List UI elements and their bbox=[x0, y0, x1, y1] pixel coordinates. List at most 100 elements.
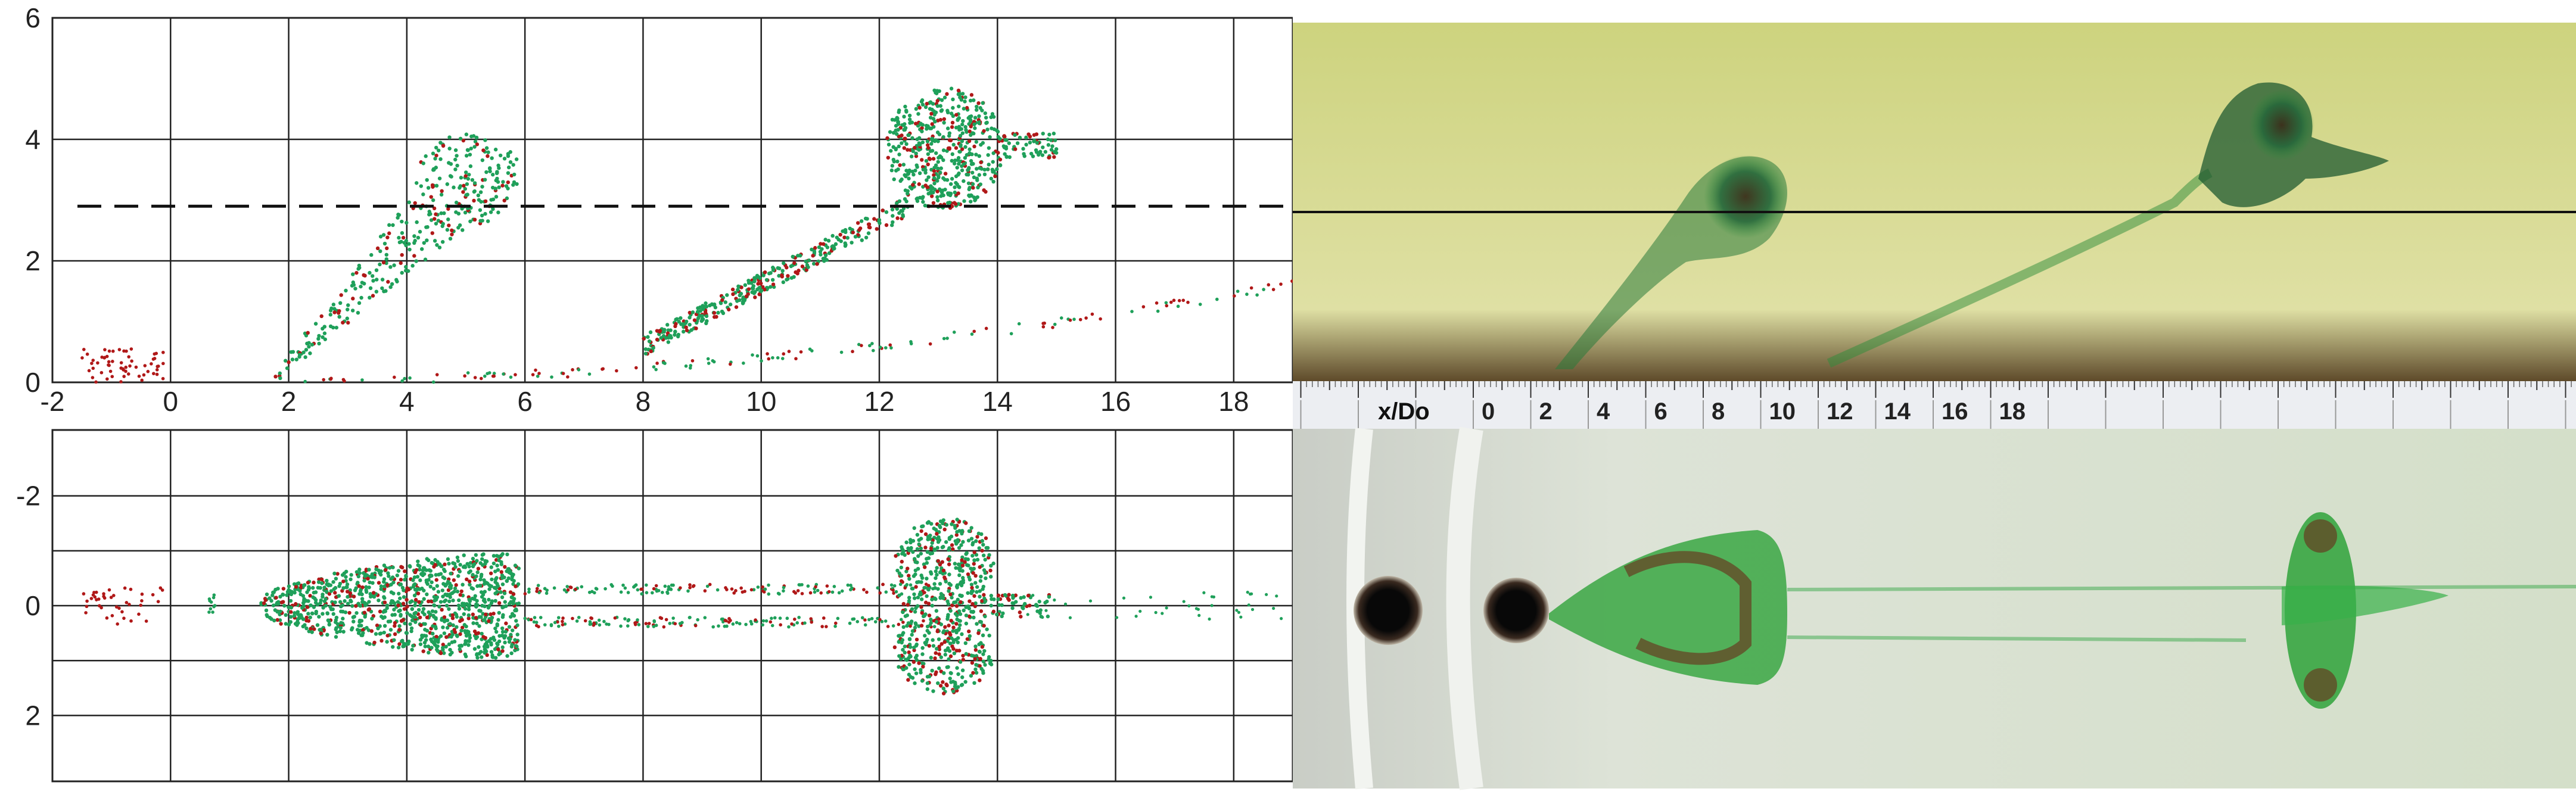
particle-point bbox=[806, 584, 810, 588]
particle-point bbox=[1235, 609, 1239, 612]
particle-point bbox=[341, 579, 346, 584]
particle-point bbox=[561, 619, 564, 624]
particle-point bbox=[1141, 305, 1146, 308]
particle-point bbox=[931, 644, 936, 648]
particle-point bbox=[561, 372, 565, 375]
particle-point bbox=[696, 618, 699, 622]
particle-point bbox=[402, 607, 407, 611]
particle-point bbox=[428, 212, 433, 216]
particle-point bbox=[866, 222, 871, 226]
particle-point bbox=[437, 245, 442, 250]
particle-point bbox=[397, 591, 401, 596]
particle-point bbox=[937, 174, 941, 178]
particle-point bbox=[936, 166, 940, 171]
particle-point bbox=[421, 161, 425, 166]
particle-point bbox=[452, 578, 456, 582]
particle-point bbox=[351, 272, 355, 276]
particle-point bbox=[969, 93, 974, 97]
particle-point bbox=[393, 624, 397, 628]
particle-point bbox=[447, 599, 452, 603]
particle-point bbox=[414, 181, 419, 185]
particle-point bbox=[947, 589, 951, 593]
particle-point bbox=[880, 619, 884, 624]
particle-point bbox=[866, 231, 871, 235]
particle-point bbox=[360, 585, 365, 590]
x-tick-label: 4 bbox=[399, 386, 415, 417]
particle-point bbox=[931, 689, 935, 693]
particle-point bbox=[328, 583, 333, 587]
particle-point bbox=[293, 590, 297, 595]
particle-point bbox=[471, 572, 475, 577]
particle-point bbox=[440, 618, 444, 622]
particle-point bbox=[445, 227, 450, 232]
particle-point bbox=[327, 622, 332, 627]
particle-point bbox=[951, 625, 956, 629]
particle-point bbox=[889, 149, 893, 153]
particle-point bbox=[916, 112, 920, 116]
particle-point bbox=[942, 671, 946, 675]
particle-point bbox=[894, 132, 899, 136]
particle-point bbox=[510, 577, 514, 582]
particle-point bbox=[487, 619, 491, 624]
particle-point bbox=[939, 655, 944, 659]
particle-point bbox=[931, 587, 935, 591]
particle-point bbox=[475, 621, 479, 626]
particle-point bbox=[501, 613, 505, 617]
particle-point bbox=[738, 298, 742, 303]
particle-point bbox=[947, 572, 951, 576]
particle-point bbox=[981, 553, 986, 557]
particle-point bbox=[304, 626, 309, 631]
particle-point bbox=[967, 185, 972, 190]
particle-point bbox=[972, 594, 976, 598]
particle-point bbox=[943, 188, 947, 192]
particle-point bbox=[948, 583, 953, 587]
particle-point bbox=[388, 628, 393, 632]
particle-point bbox=[939, 166, 943, 170]
particle-point bbox=[692, 318, 697, 322]
particle-point bbox=[811, 261, 816, 266]
particle-point bbox=[108, 369, 113, 373]
particle-point bbox=[651, 591, 654, 595]
particle-point bbox=[935, 629, 939, 634]
particle-point bbox=[920, 126, 924, 130]
particle-point bbox=[317, 615, 321, 619]
particle-point bbox=[904, 657, 908, 662]
particle-point bbox=[685, 328, 689, 332]
particle-point bbox=[899, 565, 904, 570]
particle-point bbox=[905, 624, 909, 628]
particle-point bbox=[357, 568, 362, 572]
particle-point bbox=[291, 350, 295, 354]
particle-point bbox=[289, 610, 293, 614]
particle-point bbox=[459, 628, 463, 633]
particle-point bbox=[929, 194, 934, 198]
particle-point bbox=[388, 265, 393, 269]
particle-point bbox=[978, 664, 982, 668]
particle-point bbox=[494, 195, 499, 199]
particle-point bbox=[438, 141, 443, 145]
particle-point bbox=[934, 609, 939, 613]
particle-point bbox=[598, 623, 602, 627]
particle-point bbox=[385, 235, 390, 239]
particle-point bbox=[267, 596, 272, 600]
particle-point bbox=[989, 176, 994, 181]
particle-point bbox=[419, 247, 424, 251]
particle-point bbox=[502, 157, 507, 161]
particle-point bbox=[690, 310, 695, 314]
particle-point bbox=[965, 130, 969, 134]
particle-point bbox=[966, 563, 970, 568]
particle-point bbox=[919, 99, 924, 104]
particle-point bbox=[413, 615, 417, 619]
particle-point bbox=[571, 616, 574, 621]
particle-point bbox=[901, 610, 905, 615]
particle-point bbox=[211, 596, 216, 600]
particle-point bbox=[819, 591, 823, 595]
particle-point bbox=[724, 619, 728, 623]
particle-point bbox=[1017, 322, 1021, 326]
particle-point bbox=[495, 624, 499, 628]
particle-point bbox=[935, 532, 939, 536]
particle-point bbox=[735, 621, 739, 625]
particle-point bbox=[820, 247, 824, 251]
particle-point bbox=[315, 623, 320, 627]
particle-point bbox=[345, 582, 350, 587]
particle-point bbox=[369, 253, 374, 257]
